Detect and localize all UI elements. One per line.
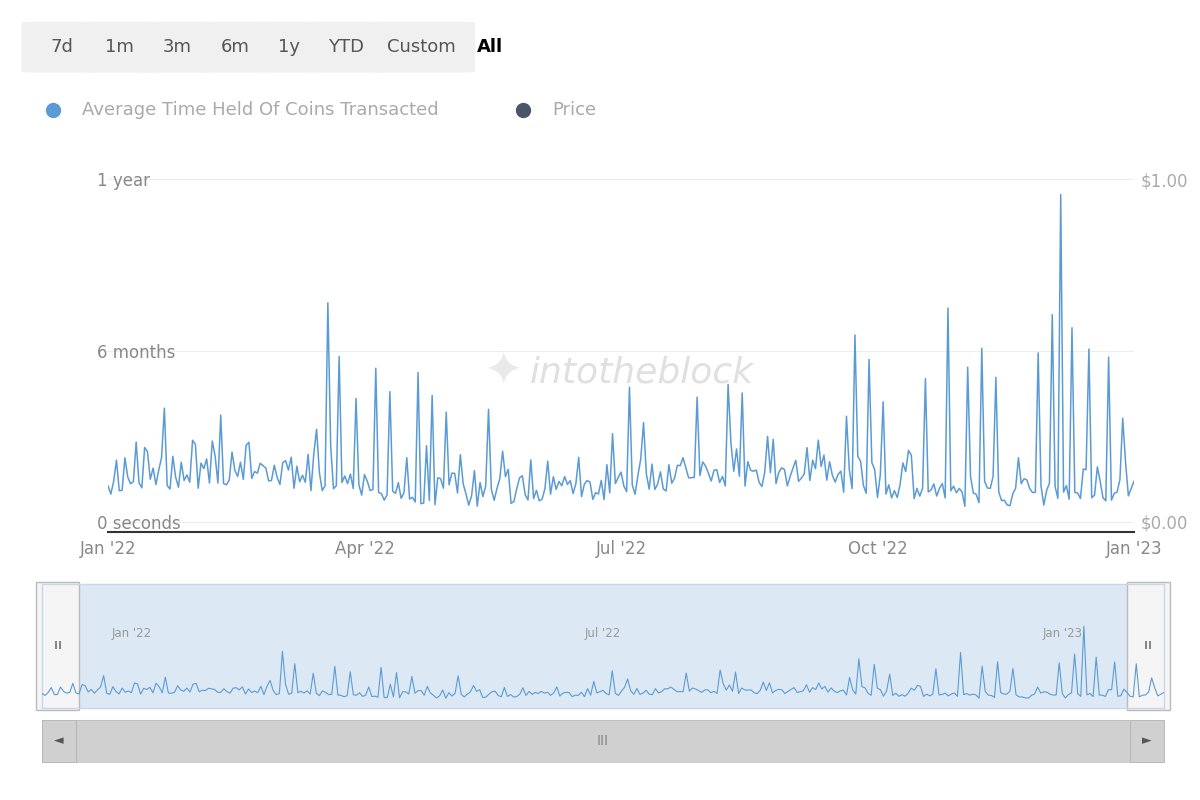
Text: 7d: 7d bbox=[50, 38, 73, 56]
Text: Jul '22: Jul '22 bbox=[584, 627, 622, 640]
Text: ✦: ✦ bbox=[484, 350, 523, 395]
FancyBboxPatch shape bbox=[194, 22, 275, 73]
Text: All: All bbox=[476, 38, 503, 56]
Text: Price: Price bbox=[553, 101, 596, 119]
Text: Jan '23: Jan '23 bbox=[1043, 627, 1084, 640]
FancyBboxPatch shape bbox=[137, 22, 217, 73]
FancyBboxPatch shape bbox=[79, 22, 160, 73]
Text: YTD: YTD bbox=[329, 38, 365, 56]
Bar bbox=[1127, 582, 1170, 710]
Text: II: II bbox=[54, 641, 61, 651]
Text: ►: ► bbox=[1142, 734, 1152, 747]
Text: II: II bbox=[1145, 641, 1152, 651]
Text: 6m: 6m bbox=[221, 38, 250, 56]
Bar bbox=[1130, 720, 1164, 762]
Text: 1y: 1y bbox=[277, 38, 300, 56]
FancyBboxPatch shape bbox=[302, 22, 390, 73]
Bar bbox=[36, 582, 79, 710]
Text: ◄: ◄ bbox=[54, 734, 64, 747]
FancyBboxPatch shape bbox=[252, 22, 325, 73]
Text: III: III bbox=[598, 734, 610, 748]
Text: 1m: 1m bbox=[106, 38, 134, 56]
Bar bbox=[42, 720, 76, 762]
Text: Custom: Custom bbox=[386, 38, 456, 56]
Text: 3m: 3m bbox=[163, 38, 192, 56]
FancyBboxPatch shape bbox=[367, 22, 475, 73]
FancyBboxPatch shape bbox=[22, 22, 102, 73]
Text: Average Time Held Of Coins Transacted: Average Time Held Of Coins Transacted bbox=[82, 101, 439, 119]
Text: Jan '22: Jan '22 bbox=[112, 627, 152, 640]
Text: intotheblock: intotheblock bbox=[529, 355, 754, 390]
